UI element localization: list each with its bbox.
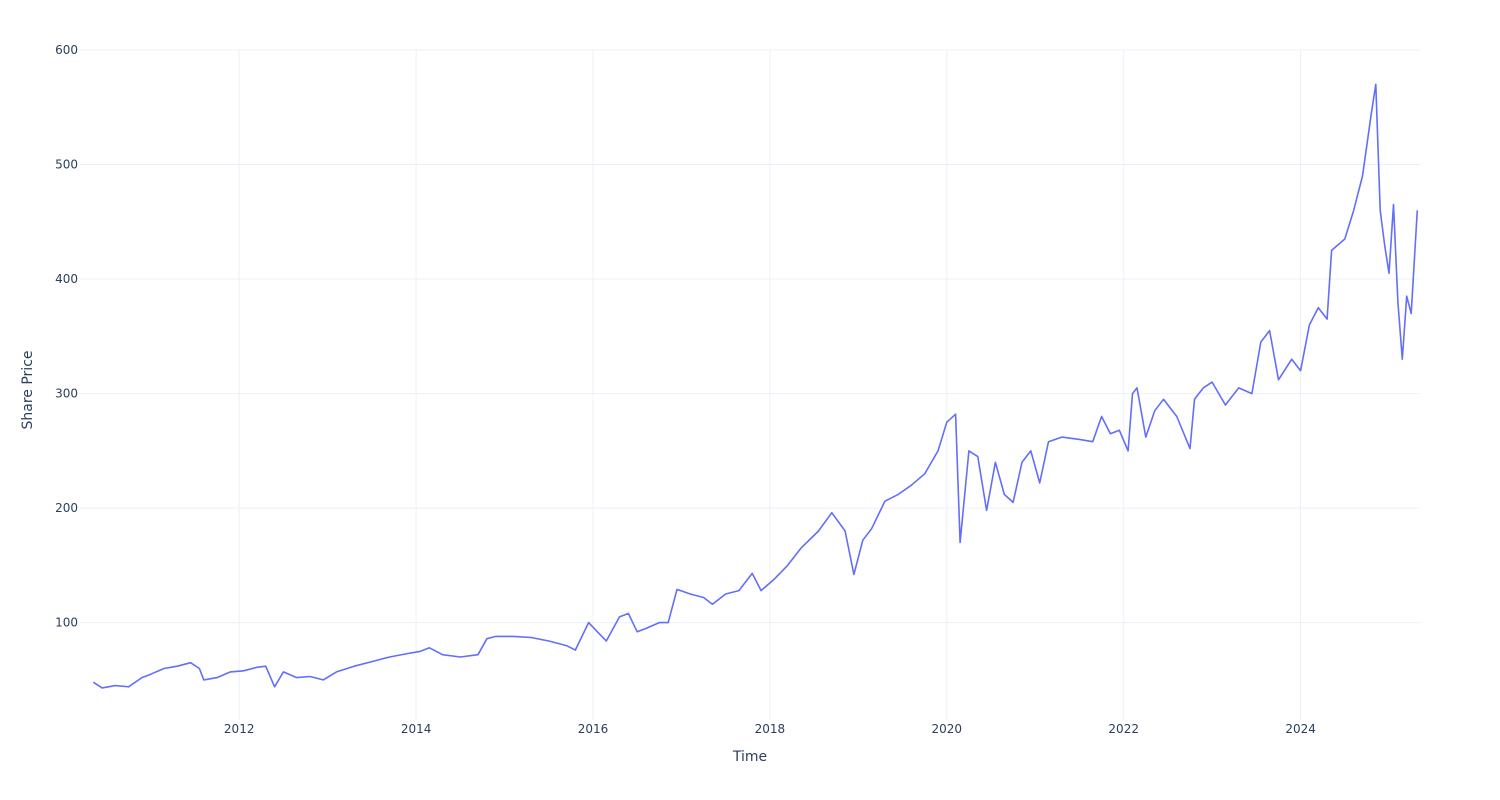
y-axis-title: Share Price — [20, 350, 36, 429]
share-price-line — [92, 83, 1419, 689]
x-tick-label: 2022 — [1108, 722, 1139, 736]
y-tick-label: 500 — [55, 158, 78, 172]
x-tick-label: 2024 — [1285, 722, 1316, 736]
x-tick-label: 2018 — [755, 722, 786, 736]
x-tick-label: 2016 — [578, 722, 609, 736]
y-tick-label: 200 — [55, 501, 78, 515]
x-axis-title: Time — [732, 749, 767, 765]
x-tick-label: 2020 — [932, 722, 963, 736]
y-tick-label: 300 — [55, 387, 78, 401]
y-tick-label: 400 — [55, 272, 78, 286]
y-tick-label: 100 — [55, 616, 78, 630]
y-tick-label: 600 — [55, 43, 78, 57]
gridlines — [80, 49, 1420, 720]
x-tick-label: 2012 — [224, 722, 255, 736]
series-layer — [92, 83, 1419, 689]
x-axis-ticks: 2012 2014 2016 2018 2020 2022 2024 — [224, 722, 1316, 736]
y-axis-ticks: 100 200 300 400 500 600 — [55, 43, 78, 630]
x-tick-label: 2014 — [401, 722, 432, 736]
